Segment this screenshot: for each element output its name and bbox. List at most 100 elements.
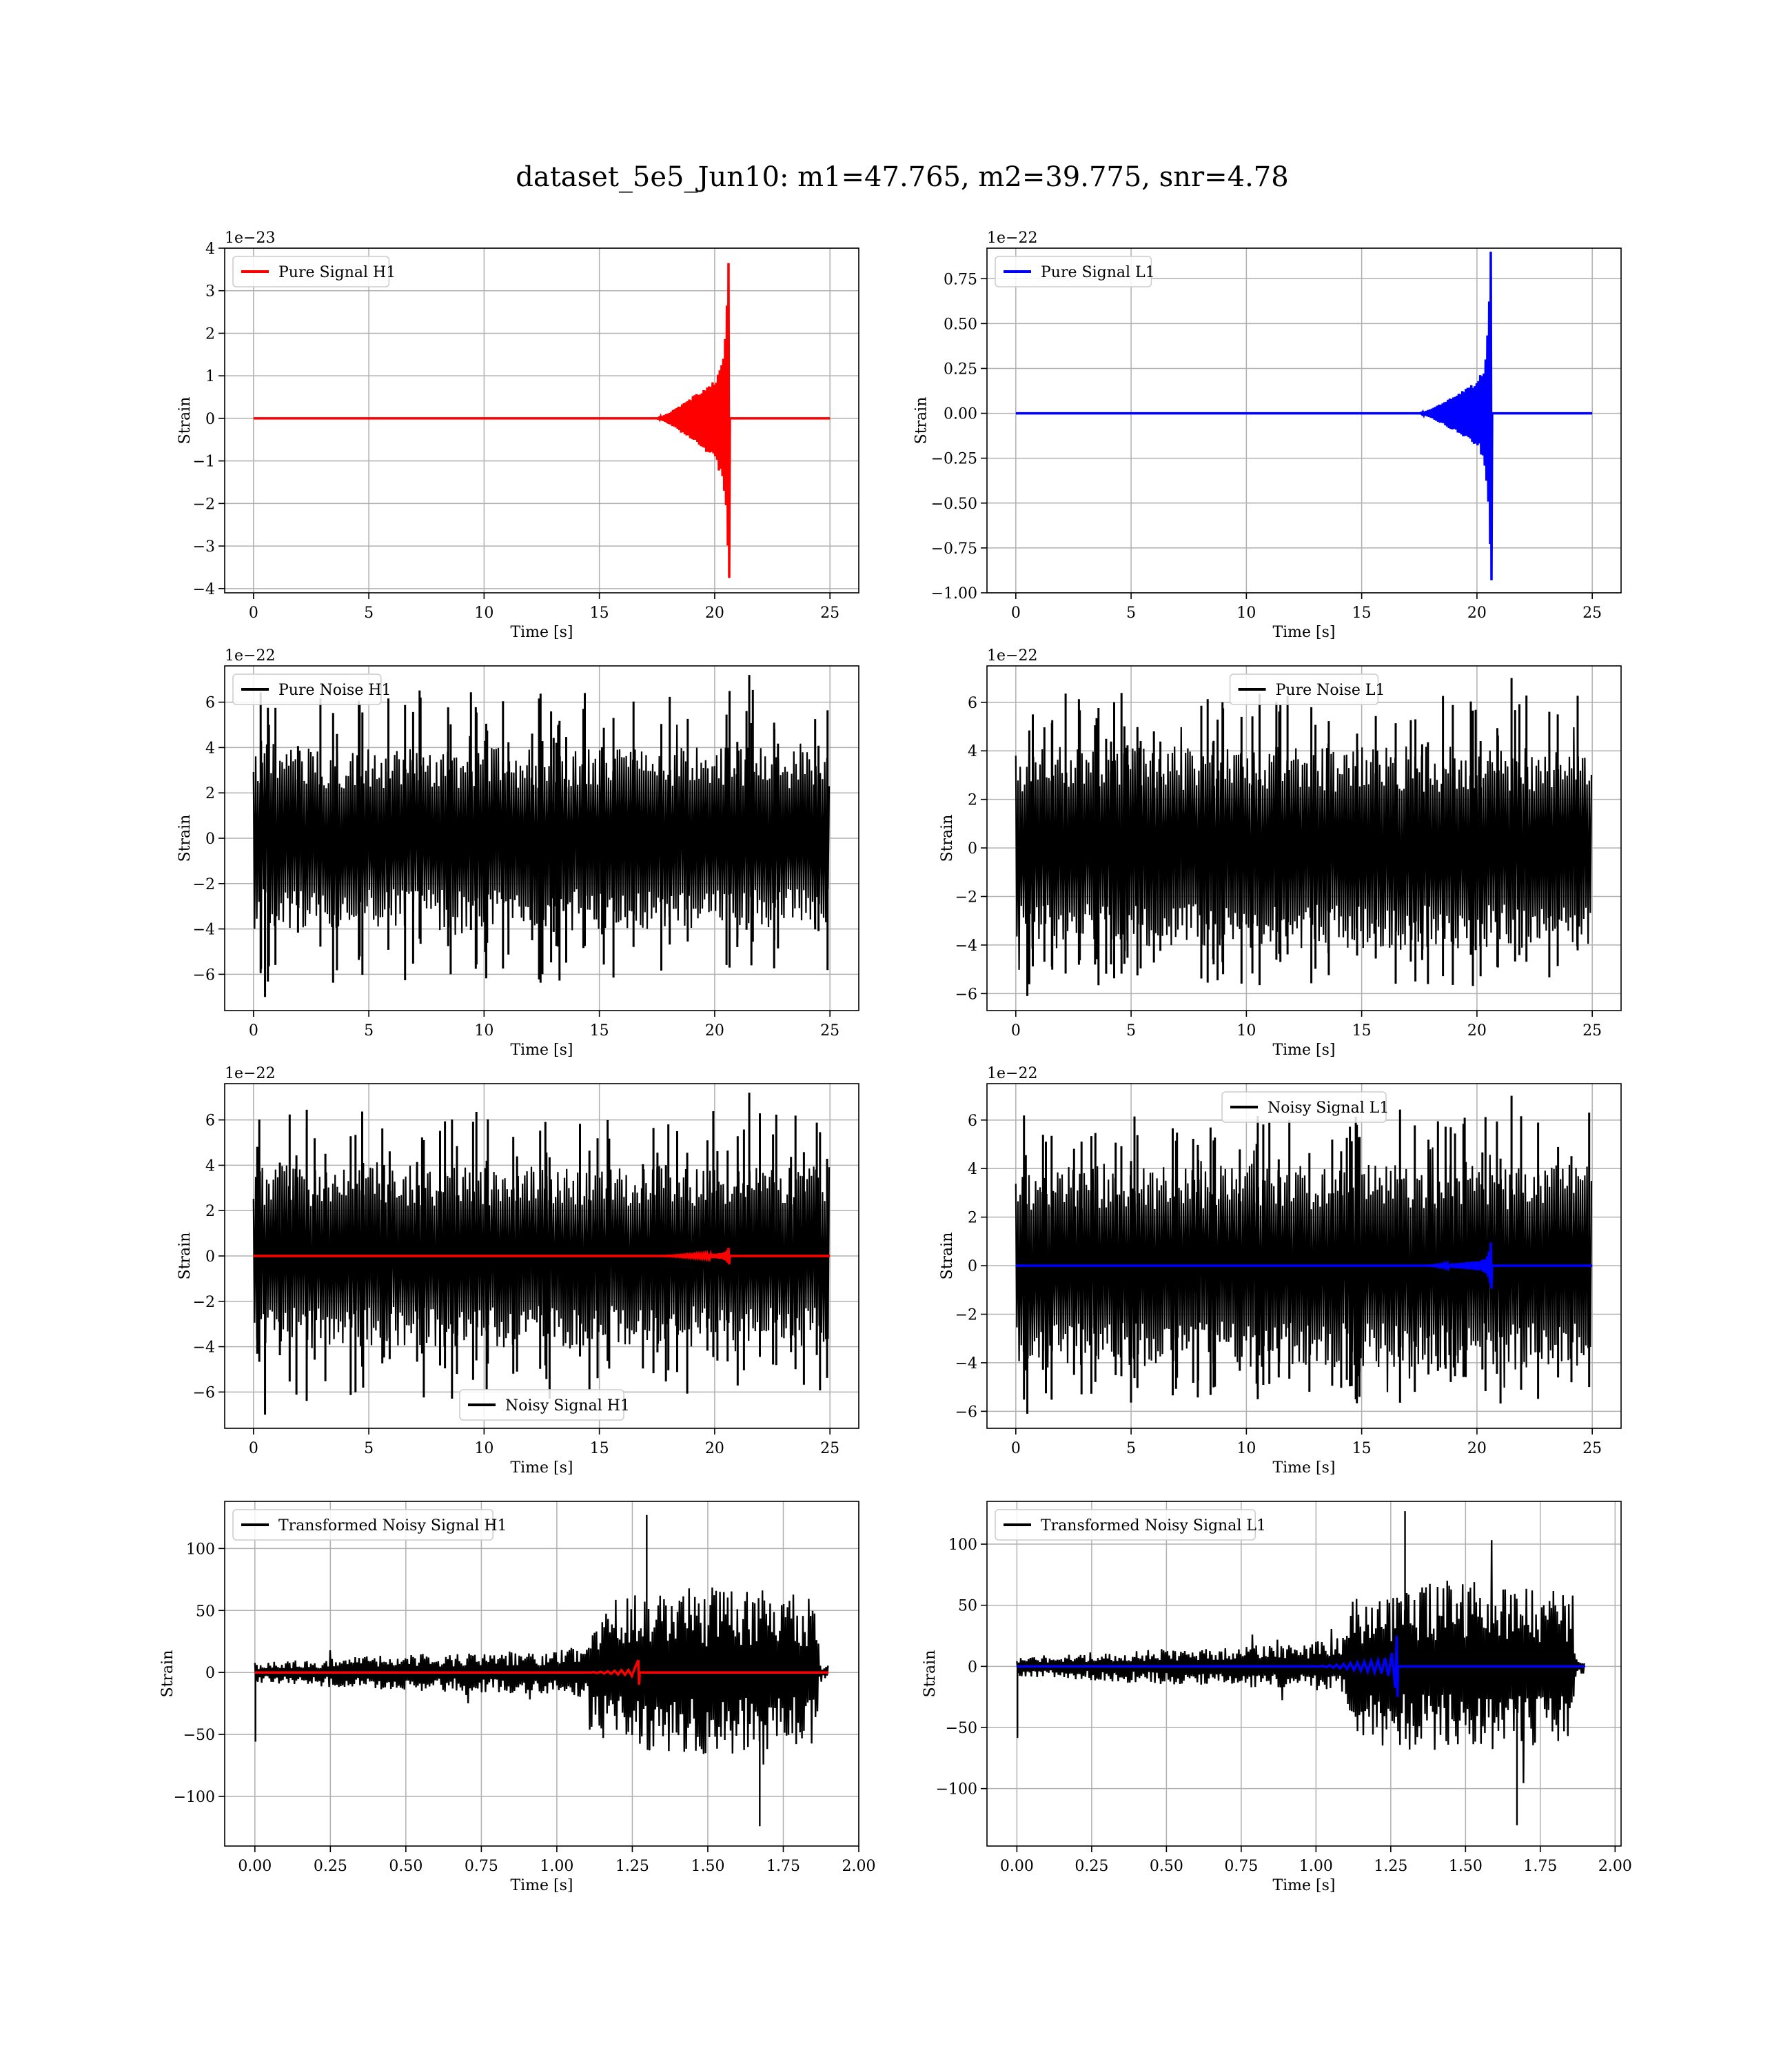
legend-box	[232, 256, 390, 287]
x-tick-label: 15	[1352, 1022, 1372, 1040]
legend-box	[459, 1389, 624, 1421]
series-group	[1016, 1511, 1585, 1825]
y-tick-label: 3	[205, 283, 215, 301]
y-tick-label: 2	[968, 1210, 977, 1227]
y-tick-label: 2	[968, 792, 977, 809]
y-tick-label: −6	[193, 1384, 215, 1401]
y-tick-label: −1	[193, 454, 215, 471]
legend-label: Noisy Signal L1	[1267, 1099, 1389, 1117]
series-noisy-signal-l1	[1015, 1147, 1593, 1392]
x-tick-label: 1.25	[615, 1858, 649, 1875]
series-pure-signal-h1	[253, 263, 831, 578]
x-tick-label: 0	[1011, 1440, 1021, 1457]
x-tick-label: 1.75	[1523, 1858, 1557, 1875]
y-ticks: −6 −4 −2 0 2 4 6	[193, 1113, 225, 1401]
y-tick-label: 0	[205, 1665, 215, 1682]
y-tick-label: −50	[183, 1727, 215, 1744]
y-tick-label: −2	[955, 1307, 977, 1324]
x-ticks: 0 5 10 15 20 25	[1011, 1011, 1602, 1040]
series-pure-noise-h1-peaks	[259, 675, 829, 997]
x-tick-label: 20	[1467, 1022, 1487, 1040]
y-tick-label: 100	[948, 1537, 977, 1554]
y-tick-label: 4	[205, 740, 215, 757]
legend: Pure Noise L1	[1229, 673, 1385, 705]
x-ticks: 0.00 0.25 0.50 0.75 1.00 1.25 1.50 1.75 2.00	[238, 1846, 875, 1875]
axes-frame	[986, 665, 1622, 1011]
x-tick-label: 25	[820, 1022, 839, 1040]
y-ticks: −1.00 −0.75 −0.50 −0.25 0.00 0.25 0.50 0.75	[931, 271, 987, 602]
y-ticks: −4 −3 −2 −1 0 1 2 3 4	[193, 241, 225, 598]
series-group	[252, 675, 831, 997]
y-axis-label: Strain	[939, 1233, 956, 1280]
x-tick-label: 15	[1352, 1440, 1372, 1457]
panel-2: 0 5 10 15 20 25 −1.00 −0.75 −0.50 −0.25 0.00 0.25 0.…	[913, 230, 1622, 641]
y-tick-label: 0	[968, 1659, 977, 1676]
y-tick-label: −1.00	[931, 585, 977, 602]
x-tick-label: 20	[705, 1022, 724, 1040]
y-tick-label: −3	[193, 538, 215, 556]
x-tick-label: 0.00	[238, 1858, 272, 1875]
series-overlay-1	[1015, 1242, 1593, 1289]
y-tick-label: 4	[968, 743, 977, 760]
series-group	[1015, 1095, 1593, 1414]
x-axis-label: Time [s]	[510, 624, 573, 641]
panel-5: 0 5 10 15 20 25 −6 −4 −2 0 2 4 6 1e−22 Time [s] Strain N…	[176, 1065, 859, 1477]
x-ticks: 0 5 10 15 20 25	[1011, 1428, 1602, 1457]
y-tick-label: −2	[193, 1294, 215, 1311]
series-pure-noise-l1-peaks	[1026, 678, 1579, 996]
series-group	[252, 1093, 831, 1415]
x-axis-label: Time [s]	[510, 1877, 573, 1894]
series-overlay-1	[253, 1248, 831, 1265]
y-tick-label: 6	[205, 1113, 215, 1130]
legend-box	[995, 256, 1152, 287]
x-tick-label: 20	[1467, 1440, 1487, 1457]
y-tick-label: 6	[205, 695, 215, 712]
series-overlay-1	[254, 1659, 829, 1685]
x-tick-label: 1.00	[1299, 1858, 1333, 1875]
plot-area	[987, 248, 1621, 593]
x-tick-label: 10	[474, 1440, 493, 1457]
series-group	[254, 1514, 829, 1827]
y-tick-label: −100	[936, 1781, 977, 1798]
legend-box	[1221, 1091, 1387, 1123]
x-tick-label: 1.75	[766, 1858, 800, 1875]
y-ticks: −6 −4 −2 0 2 4 6	[955, 695, 987, 1003]
offset-label: 1e−22	[987, 647, 1037, 665]
legend-label: Noisy Signal H1	[505, 1397, 630, 1415]
x-axis-label: Time [s]	[1272, 1459, 1335, 1477]
series-noisy-signal-h1	[252, 1162, 831, 1352]
y-ticks: −6 −4 −2 0 2 4 6	[193, 695, 225, 984]
x-tick-label: 25	[1582, 1440, 1602, 1457]
offset-label: 1e−22	[987, 1065, 1037, 1082]
x-tick-label: 5	[1126, 1440, 1136, 1457]
x-tick-label: 10	[474, 605, 493, 622]
figure-title: dataset_5e5_Jun10: m1=47.765, m2=39.775,…	[516, 161, 1288, 193]
x-tick-label: 15	[1352, 605, 1372, 622]
y-axis-label: Strain	[176, 397, 194, 445]
y-tick-label: 2	[205, 325, 215, 343]
y-tick-label: −0.50	[931, 496, 977, 513]
offset-label: 1e−22	[987, 230, 1037, 247]
y-tick-label: 0.75	[944, 271, 977, 288]
x-ticks: 0 5 10 15 20 25	[1011, 593, 1602, 622]
x-ticks: 0 5 10 15 20 25	[249, 593, 839, 622]
x-tick-label: 0.50	[389, 1858, 422, 1875]
legend-box	[1229, 673, 1379, 705]
x-tick-label: 1.25	[1374, 1858, 1407, 1875]
x-tick-label: 0	[249, 1022, 258, 1040]
x-tick-label: 2.00	[1598, 1858, 1632, 1875]
x-tick-label: 25	[1582, 605, 1602, 622]
legend-label: Transformed Noisy Signal L1	[1041, 1517, 1266, 1534]
x-ticks: 0.00 0.25 0.50 0.75 1.00 1.25 1.50 1.75 2.00	[1000, 1846, 1632, 1875]
y-tick-label: −4	[193, 1339, 215, 1357]
series-group	[1015, 252, 1593, 580]
panel-3: 0 5 10 15 20 25 −6 −4 −2 0 2 4 6 1e−22 Time [s] Strain P…	[176, 647, 859, 1059]
y-tick-label: 0	[205, 1248, 215, 1266]
legend: Transformed Noisy Signal H1	[232, 1509, 507, 1541]
y-tick-label: 0	[968, 1258, 977, 1275]
x-tick-label: 0.75	[1224, 1858, 1258, 1875]
y-tick-label: −4	[193, 581, 215, 598]
x-tick-label: 0.50	[1150, 1858, 1183, 1875]
y-tick-label: −6	[193, 966, 215, 984]
